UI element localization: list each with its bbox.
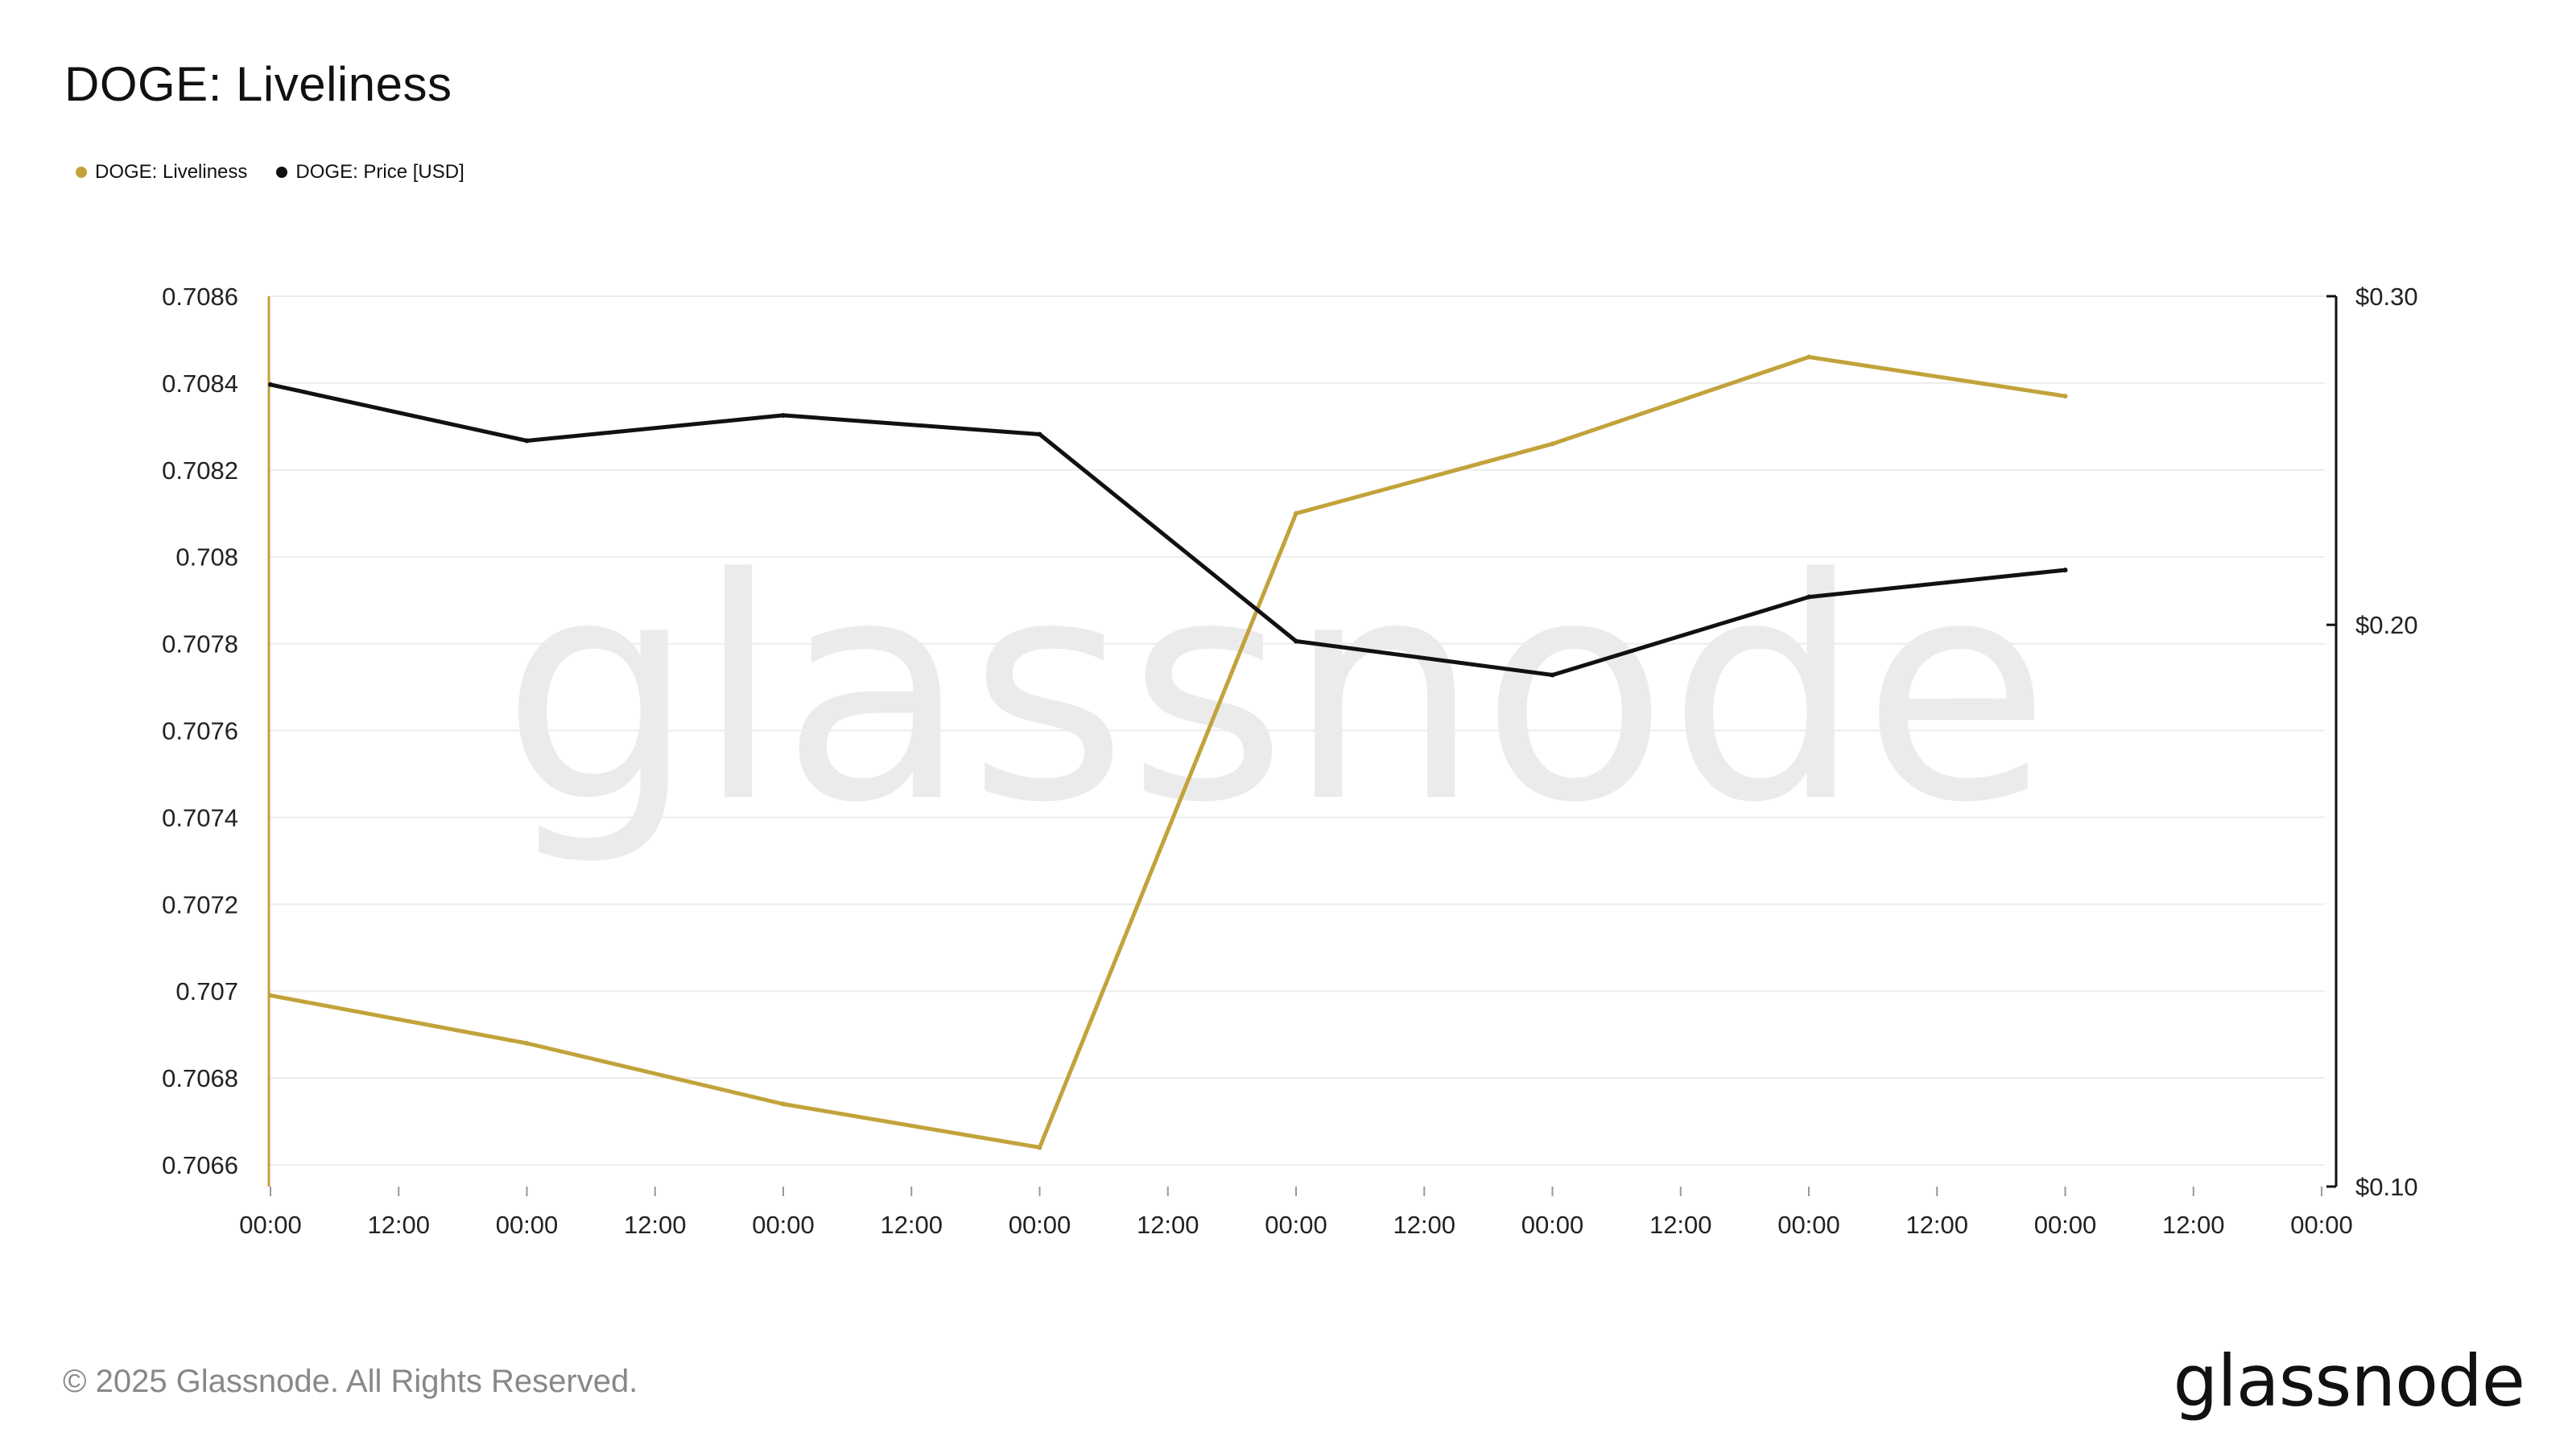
x-tick-label: 12:00: [1905, 1211, 1968, 1239]
y-left-tick-label: 0.708: [175, 543, 238, 572]
x-tick-label: 00:00: [239, 1211, 302, 1239]
legend-label-liveliness: DOGE: Liveliness: [95, 161, 248, 183]
x-tick-label: 00:00: [1265, 1211, 1327, 1239]
y-left-tick-label: 0.7074: [162, 803, 238, 832]
x-tick-label: 12:00: [367, 1211, 430, 1239]
legend-label-price: DOGE: Price [USD]: [295, 161, 464, 183]
data-point-price[interactable]: [2062, 568, 2068, 573]
y-left-tick-label: 0.7072: [162, 890, 238, 919]
watermark: glassnode: [502, 513, 2050, 869]
y-left-tick-label: 0.7082: [162, 456, 238, 485]
data-point-liveliness[interactable]: [268, 993, 273, 998]
label-layer: 0.7086 0.7084 0.7082 0.708 0.7078 0.7076 0.707…: [162, 283, 2417, 1239]
data-point-price[interactable]: [781, 412, 786, 418]
y-left-tick-label: 0.7084: [162, 369, 238, 398]
x-tick-label: 00:00: [1777, 1211, 1840, 1239]
y-left-tick-label: 0.707: [175, 977, 238, 1005]
data-point-liveliness[interactable]: [1550, 441, 1555, 447]
x-tick-label: 00:00: [2290, 1211, 2353, 1239]
legend-item-liveliness[interactable]: DOGE: Liveliness: [76, 161, 247, 184]
y-left-tick-label: 0.7076: [162, 717, 238, 745]
data-point-price[interactable]: [524, 438, 530, 444]
data-point-liveliness[interactable]: [2062, 394, 2068, 399]
legend-dot-price: [276, 167, 288, 178]
copyright-text: © 2025 Glassnode. All Rights Reserved.: [63, 1364, 638, 1399]
y-right-tick-label: $0.10: [2355, 1173, 2418, 1201]
data-point-liveliness[interactable]: [781, 1101, 786, 1107]
data-point-price[interactable]: [1550, 672, 1555, 678]
y-right-tick-label: $0.30: [2355, 283, 2418, 311]
y-right-tick-label: $0.20: [2355, 611, 2418, 639]
x-tick-label: 00:00: [1009, 1211, 1071, 1239]
legend-item-price[interactable]: DOGE: Price [USD]: [276, 161, 464, 184]
data-point-price[interactable]: [1037, 431, 1042, 437]
data-point-price[interactable]: [1294, 638, 1298, 644]
x-tick-label: 00:00: [752, 1211, 815, 1239]
y-left-tick-label: 0.7068: [162, 1064, 238, 1092]
x-tick-label: 12:00: [1137, 1211, 1199, 1239]
y-left-tick-label: 0.7066: [162, 1151, 238, 1179]
x-tick-label: 12:00: [2162, 1211, 2225, 1239]
x-tick-label: 00:00: [496, 1211, 559, 1239]
data-point-liveliness[interactable]: [524, 1040, 530, 1046]
data-point-price[interactable]: [1806, 594, 1811, 600]
x-tick-label: 00:00: [2034, 1211, 2097, 1239]
data-point-liveliness[interactable]: [1037, 1145, 1042, 1150]
x-tick-label: 12:00: [624, 1211, 687, 1239]
data-point-price[interactable]: [268, 382, 273, 387]
series-layer: [268, 354, 2068, 1150]
y-left-tick-label: 0.7086: [162, 283, 238, 311]
x-tick-label: 00:00: [1521, 1211, 1584, 1239]
x-tick-label: 12:00: [1393, 1211, 1455, 1239]
axis-layer: [267, 295, 2338, 1196]
chart-title: DOGE: Liveliness: [64, 57, 452, 111]
x-tick-label: 12:00: [1649, 1211, 1712, 1239]
y-left-tick-label: 0.7078: [162, 630, 238, 658]
data-point-liveliness[interactable]: [1294, 510, 1298, 516]
glassnode-logo[interactable]: glassnode: [2173, 1340, 2525, 1422]
legend-dot-liveliness: [76, 167, 87, 178]
data-point-liveliness[interactable]: [1806, 354, 1811, 360]
x-tick-label: 12:00: [880, 1211, 943, 1239]
legend: DOGE: Liveliness DOGE: Price [USD]: [76, 161, 464, 184]
series-line-liveliness[interactable]: [268, 355, 2067, 1150]
grid-layer: [269, 295, 2325, 1166]
series-line-price[interactable]: [268, 382, 2067, 677]
